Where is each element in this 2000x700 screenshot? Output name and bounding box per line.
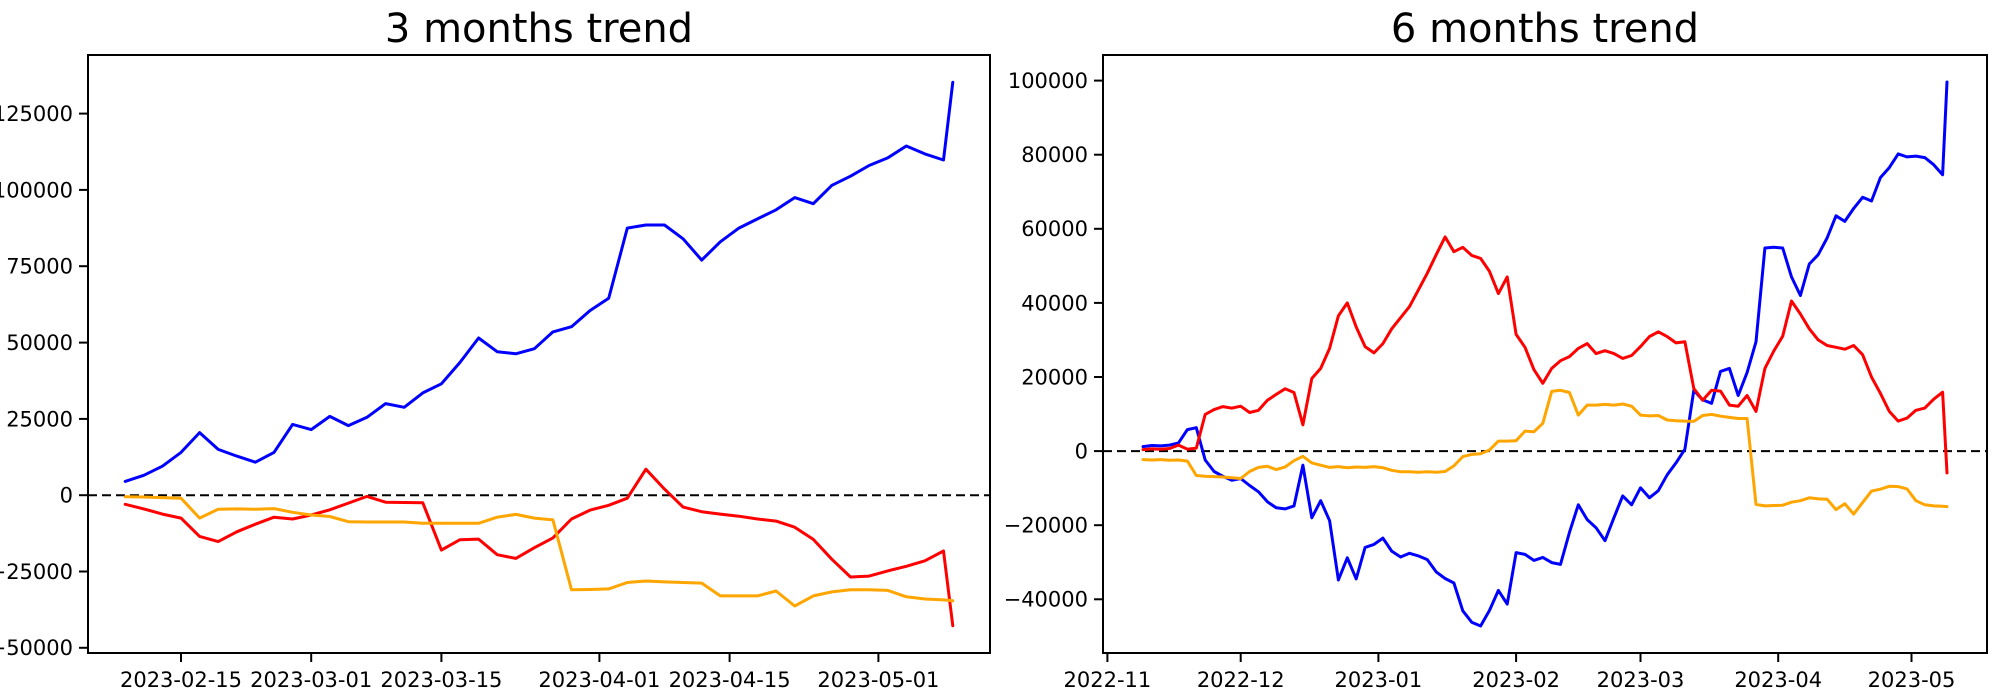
chart-title: 6 months trend [1391,6,1699,52]
x-tick-label: 2023-05-01 [817,668,939,692]
y-tick-label: 0 [60,484,73,508]
red-series-line [1141,235,1949,475]
y-tick-label: 100000 [1008,69,1088,93]
x-tick-label: 2023-04-15 [669,668,791,692]
y-tick-label: 60000 [1021,217,1088,241]
x-tick-label: 2023-03-15 [380,668,502,692]
y-tick-label: 40000 [1021,291,1088,315]
plot-border [1102,54,1988,654]
x-tick-label: 2023-04-01 [538,668,660,692]
y-tick-label: 0 [1075,439,1088,463]
plot-area: 100000 80000 60000 40000 20000 0 −20000 −40000 2… [1004,54,1988,692]
x-tick-label: 2023-02 [1472,668,1560,692]
x-tick-label: 2023-03-01 [250,668,372,692]
y-tick-label: −50000 [0,636,73,660]
y-tick-label: 20000 [1021,365,1088,389]
x-tick-label: 2023-04 [1734,668,1822,692]
blue-series-line [123,80,955,483]
chart-6-months-trend: 6 months trend 100000 80000 60000 40000 2000… [1004,6,1988,692]
chart-3-months-trend: 3 months trend 125000 100000 75000 50000 250… [0,6,991,692]
x-tick-label: 2023-02-15 [120,668,242,692]
plot-border [87,54,991,654]
y-tick-label: 100000 [0,178,73,202]
chart-title: 3 months trend [385,6,693,52]
x-tick-label: 2023-05 [1868,668,1956,692]
orange-series-line [1141,388,1949,516]
x-tick-label: 2023-03 [1597,668,1685,692]
y-tick-label: 25000 [6,407,73,431]
y-tick-label: 125000 [0,102,73,126]
blue-series-line [1141,80,1949,628]
y-tick-label: 75000 [6,255,73,279]
y-tick-label: −40000 [1004,588,1088,612]
y-tick-label: −25000 [0,560,73,584]
x-tick-label: 2022-12 [1197,668,1285,692]
plot-area: 125000 100000 75000 50000 25000 0 −25000 −50000… [0,54,991,692]
red-series-line [123,467,955,628]
y-tick-label: −20000 [1004,514,1088,538]
y-tick-label: 80000 [1021,143,1088,167]
x-tick-label: 2023-01 [1335,668,1423,692]
x-tick-label: 2022-11 [1064,668,1152,692]
y-tick-label: 50000 [6,331,73,355]
orange-series-line [123,495,955,608]
